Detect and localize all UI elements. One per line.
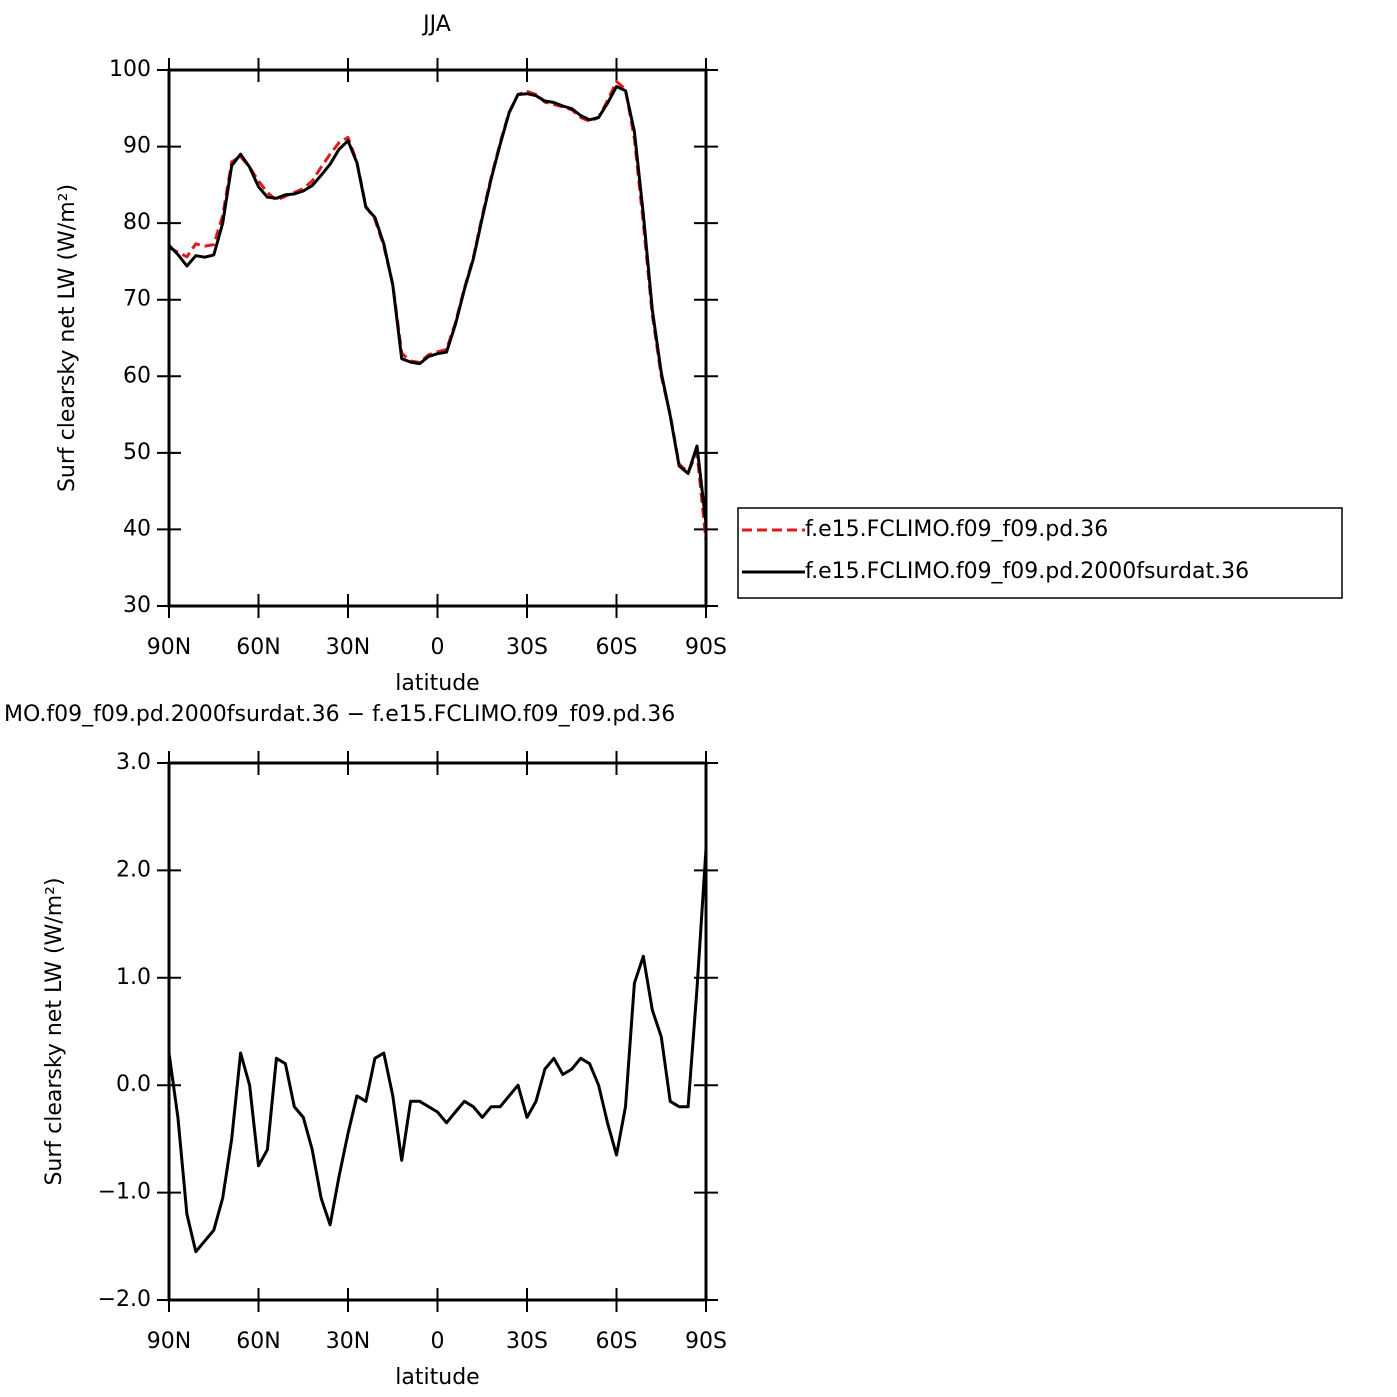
y-tick-label: −2.0 [98, 1287, 151, 1312]
y-tick-label: 2.0 [116, 857, 151, 882]
x-tick-label: 60N [236, 1329, 280, 1354]
x-tick-label: 60S [596, 1329, 638, 1354]
x-axis-label: latitude [395, 1365, 479, 1390]
y-tick-label: 50 [123, 440, 151, 465]
x-tick-label: 90N [147, 635, 191, 660]
x-tick-label: 30N [326, 635, 370, 660]
y-tick-label: 40 [123, 516, 151, 541]
plot-frame [167, 68, 708, 608]
series-line [167, 85, 708, 525]
y-tick-label: 1.0 [116, 965, 151, 990]
x-tick-label: 90S [685, 1329, 727, 1354]
x-tick-label: 0 [431, 635, 445, 660]
y-tick-label: 90 [123, 134, 151, 159]
series-line [167, 848, 708, 1254]
y-tick-label: 70 [123, 287, 151, 312]
chart-title: JJA [421, 12, 451, 37]
x-tick-label: 0 [431, 1329, 445, 1354]
legend-label: f.e15.FCLIMO.f09_f09.pd.2000fsurdat.36 [805, 559, 1249, 584]
y-axis-label: Surf clearsky net LW (W/m²) [55, 184, 80, 492]
x-tick-label: 90N [147, 1329, 191, 1354]
y-axis-label: Surf clearsky net LW (W/m²) [42, 877, 67, 1185]
legend-label: f.e15.FCLIMO.f09_f09.pd.36 [805, 517, 1108, 542]
x-axis-label: latitude [395, 671, 479, 696]
y-tick-label: 100 [109, 57, 151, 82]
x-tick-label: 90S [685, 635, 727, 660]
y-tick-label: −1.0 [98, 1180, 151, 1205]
y-tick-label: 3.0 [116, 750, 151, 775]
x-tick-label: 30N [326, 1329, 370, 1354]
y-tick-label: 60 [123, 363, 151, 388]
plot-frame [167, 761, 708, 1302]
y-tick-label: 30 [123, 593, 151, 618]
series-line [168, 80, 708, 542]
y-tick-label: 0.0 [116, 1072, 151, 1097]
y-tick-label: 80 [123, 210, 151, 235]
x-tick-label: 60S [596, 635, 638, 660]
x-tick-label: 30S [506, 1329, 548, 1354]
x-tick-label: 60N [236, 635, 280, 660]
chart-title: MO.f09_f09.pd.2000fsurdat.36 − f.e15.FCL… [4, 702, 675, 727]
x-tick-label: 30S [506, 635, 548, 660]
legend-box [737, 507, 1343, 599]
